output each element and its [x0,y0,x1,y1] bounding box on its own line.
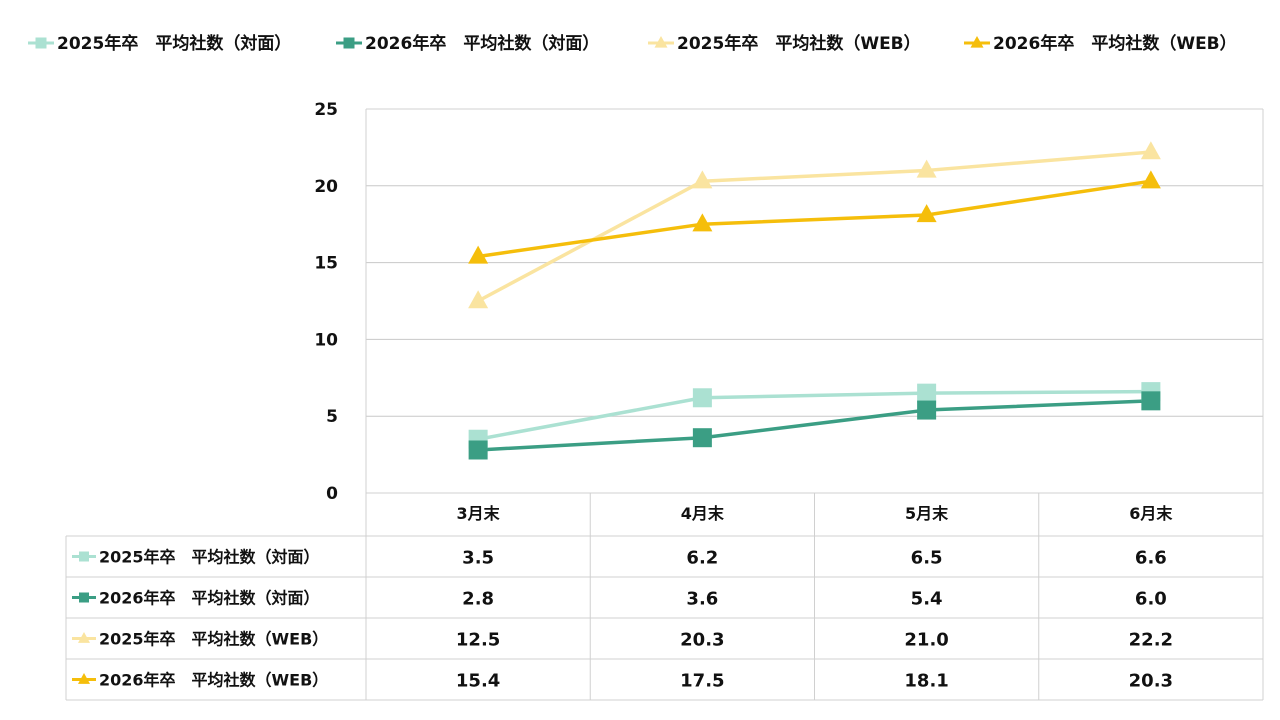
data-point [1141,141,1161,159]
table-cell-value: 3.5 [462,548,494,569]
legend-key-marker [344,38,355,49]
legend-item: 2025年卒 平均社数（WEB） [648,33,921,54]
table-cell-value: 17.5 [680,671,724,692]
row-series-label: 2025年卒 平均社数（対面） [99,548,320,567]
table-cell-value: 20.3 [1129,671,1173,692]
legend-item: 2025年卒 平均社数（対面） [28,33,291,54]
row-series-label: 2025年卒 平均社数（WEB） [99,630,328,649]
y-axis: 0 5 10 15 20 25 [314,100,338,504]
y-tick-label: 15 [314,254,338,274]
y-tick-label: 20 [314,177,338,197]
series-line [478,152,1151,301]
row-key-marker [79,593,89,603]
data-point [469,440,488,459]
legend-key-marker [36,38,47,49]
legend: 2025年卒 平均社数（対面） 2026年卒 平均社数（対面） 2025年卒 平均社… [28,33,1237,54]
series-line [478,401,1151,450]
x-category-label: 5月末 [905,504,949,523]
y-tick-label: 10 [314,330,338,350]
row-series-label: 2026年卒 平均社数（WEB） [99,671,328,690]
plot-series [468,141,1161,459]
table-cell-value: 6.5 [911,548,943,569]
table-cell-value: 18.1 [904,671,948,692]
data-point [693,388,712,407]
legend-label: 2025年卒 平均社数（WEB） [677,33,921,54]
x-category-label: 6月末 [1129,504,1173,523]
y-tick-label: 25 [314,100,338,120]
table-cell-value: 21.0 [904,630,948,651]
y-tick-label: 0 [326,484,338,504]
data-point [1141,170,1161,188]
y-tick-label: 5 [326,407,338,427]
table-cell-value: 12.5 [456,630,500,651]
data-table: 3月末 4月末 5月末 6月末 2025年卒 平均社数（対面） 3.5 6.2 6.5 6.6 2… [66,493,1263,700]
table-cell-value: 3.6 [686,589,718,610]
series-line [478,392,1151,440]
x-category-label: 3月末 [457,504,501,523]
data-point [917,401,936,420]
table-cell-value: 2.8 [462,589,494,610]
data-point [1141,391,1160,410]
table-cell-value: 15.4 [456,671,500,692]
table-cell-value: 6.6 [1135,548,1167,569]
row-key-marker [79,552,89,562]
data-point [693,428,712,447]
legend-item: 2026年卒 平均社数（対面） [336,33,599,54]
row-series-label: 2026年卒 平均社数（対面） [99,589,320,608]
legend-item: 2026年卒 平均社数（WEB） [964,33,1237,54]
table-cell-value: 6.0 [1135,589,1167,610]
table-cell-value: 20.3 [680,630,724,651]
x-category-label: 4月末 [681,504,725,523]
legend-label: 2026年卒 平均社数（WEB） [993,33,1237,54]
data-point [917,384,936,403]
table-cell-value: 6.2 [686,548,718,569]
table-cell-value: 22.2 [1129,630,1173,651]
legend-label: 2025年卒 平均社数（対面） [57,33,291,54]
table-cell-value: 5.4 [911,589,943,610]
legend-label: 2026年卒 平均社数（対面） [365,33,599,54]
